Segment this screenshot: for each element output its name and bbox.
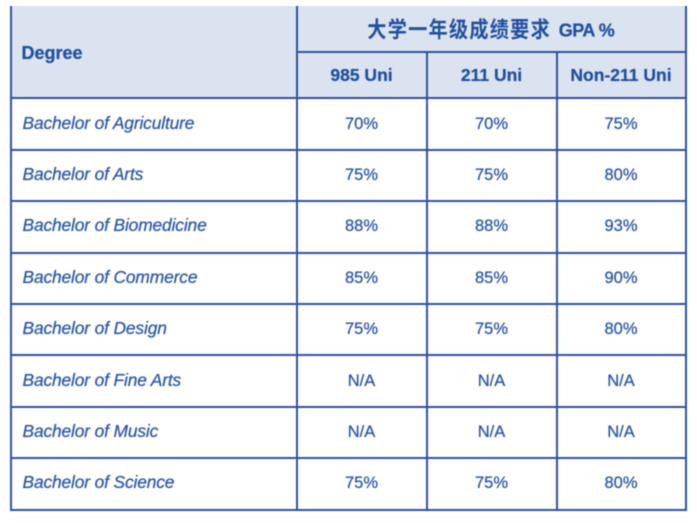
svg-text:GPA %: GPA % [558,20,614,40]
